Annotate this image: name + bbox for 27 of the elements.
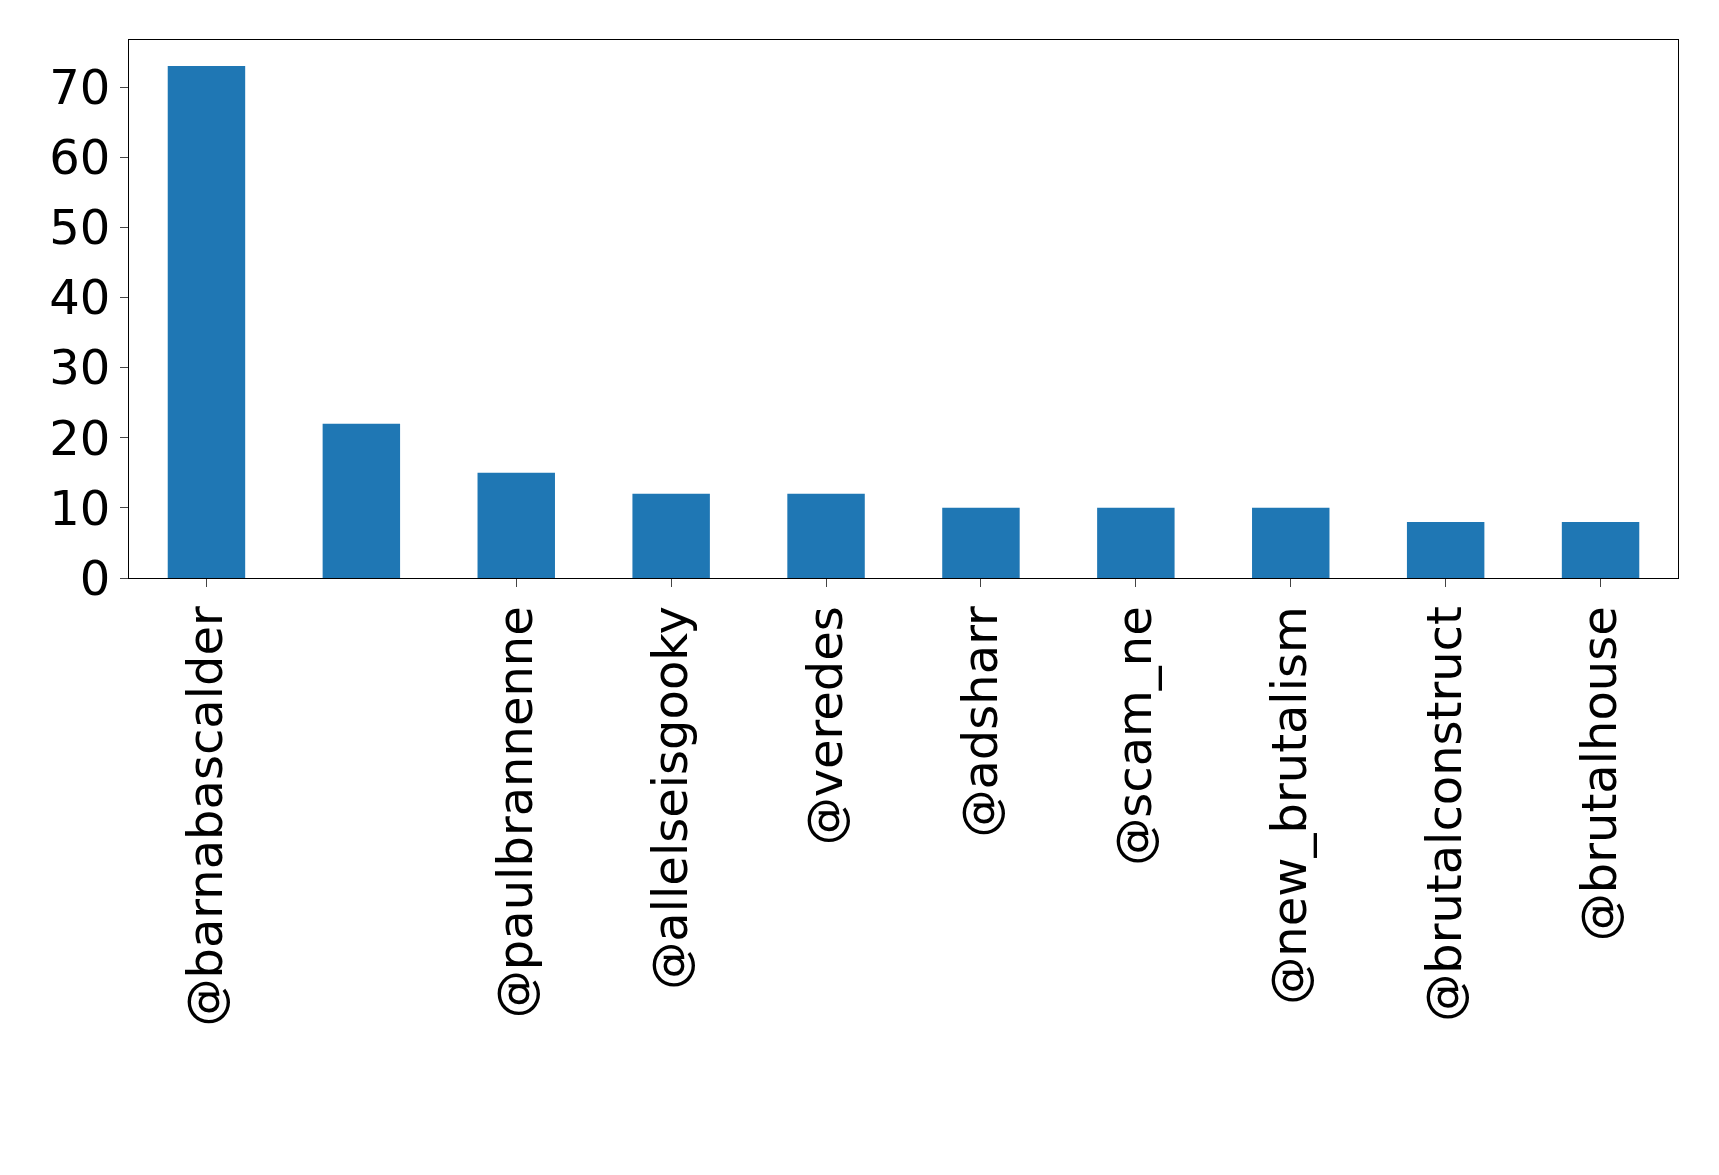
- bar: [322, 423, 401, 578]
- bar: [1252, 507, 1330, 578]
- bar: [1406, 521, 1485, 578]
- y-tick-label: 60: [49, 128, 111, 185]
- bar: [1097, 507, 1175, 578]
- bar: [787, 493, 865, 578]
- y-tick-label: 40: [49, 269, 111, 326]
- x-tick-label: @barnabascalder: [177, 605, 234, 1027]
- x-tick-label: @brutalconstruct: [1416, 606, 1473, 1022]
- x-tick-label: @scam_ne: [1106, 606, 1163, 866]
- bar: [632, 493, 710, 578]
- y-tick-label: 30: [49, 339, 111, 396]
- x-tick-label: @new_brutalism: [1261, 606, 1318, 1005]
- y-tick-label: 0: [79, 549, 111, 606]
- x-tick-label: @brutalhouse: [1571, 606, 1628, 942]
- y-tick-label: 70: [49, 58, 111, 115]
- y-tick-label: 10: [49, 479, 111, 536]
- bar: [167, 65, 246, 578]
- y-tick-label: 50: [49, 199, 111, 256]
- x-tick-label: @adsharr: [951, 605, 1008, 838]
- x-tick-label: @paulbrannenne: [486, 606, 543, 1019]
- bar: [1561, 521, 1640, 578]
- x-tick-label: @allelseisgooky: [641, 606, 698, 990]
- bar: [942, 507, 1020, 578]
- bar: [477, 472, 555, 578]
- x-tick-label: @veredes: [796, 606, 853, 846]
- y-tick-label: 20: [49, 409, 111, 466]
